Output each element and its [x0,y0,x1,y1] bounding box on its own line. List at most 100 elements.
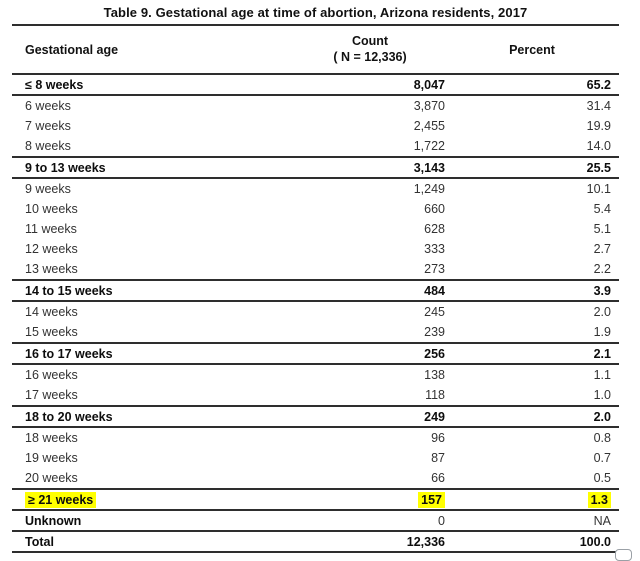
row-percent: 14.0 [586,139,611,153]
row-label: ≥ 21 weeks [12,491,295,508]
row-percent: 2.1 [593,346,611,361]
table-row: 13 weeks 273 2.2 [12,259,619,279]
row-percent: 31.4 [586,99,611,113]
row-label: 7 weeks [25,119,71,133]
row-label: 14 weeks [25,305,78,319]
row-label: 11 weeks [25,222,77,236]
row-label: 8 weeks [25,139,71,153]
row-count: 628 [424,222,445,236]
table-row: 18 to 20 weeks 249 2.0 [12,405,619,428]
row-count: 1,249 [413,182,445,196]
table-row: 6 weeks 3,870 31.4 [12,96,619,116]
table-row: 16 to 17 weeks 256 2.1 [12,342,619,365]
table-row: ≤ 8 weeks 8,047 65.2 [12,73,619,96]
row-label: 18 weeks [25,431,78,445]
table-row: 16 weeks 138 1.1 [12,365,619,385]
row-label: 13 weeks [25,262,78,276]
row-label: 12 weeks [25,242,78,256]
table-row: 8 weeks 1,722 14.0 [12,136,619,156]
column-header-count: Count ( N = 12,336) [295,34,445,65]
table-body: ≤ 8 weeks 8,047 65.2 6 weeks 3,870 31.4 7 week… [12,73,619,553]
row-label: 10 weeks [25,202,78,216]
row-label: 17 weeks [25,388,78,402]
row-count: 1,722 [413,139,445,153]
table-row: 19 weeks 87 0.7 [12,448,619,468]
row-percent: 5.1 [593,222,611,236]
table-row: 14 to 15 weeks 484 3.9 [12,279,619,302]
table-title: Table 9. Gestational age at time of abor… [12,0,619,26]
table-row: 7 weeks 2,455 19.9 [12,116,619,136]
resize-handle-artifact [615,549,632,561]
row-percent: 2.7 [593,242,611,256]
row-label: 6 weeks [25,99,71,113]
row-percent: 1.1 [593,368,611,382]
row-count: 273 [424,262,445,276]
highlighted-text: 157 [418,491,445,508]
row-percent: 2.2 [593,262,611,276]
row-label: 16 weeks [25,368,78,382]
row-count: 484 [424,283,445,298]
row-count: 87 [431,451,445,465]
column-header-gestational-age: Gestational age [25,42,119,57]
row-percent: 65.2 [586,77,611,92]
table-9: Table 9. Gestational age at time of abor… [12,0,619,553]
table-row: ≥ 21 weeks 157 1.3 [12,488,619,511]
row-percent: 1.0 [593,388,611,402]
column-header-count-line2: ( N = 12,336) [333,49,407,64]
row-label: 19 weeks [25,451,78,465]
column-header-count-line1: Count [351,33,389,48]
table-header-row: Gestational age Count ( N = 12,336) Perc… [12,26,619,73]
row-percent: 10.1 [586,182,611,196]
row-percent: 2.0 [593,305,611,319]
row-count: 138 [424,368,445,382]
row-count: 96 [431,431,445,445]
row-label: ≤ 8 weeks [25,77,84,92]
row-count: 239 [424,325,445,339]
row-label: Total [25,534,54,549]
row-count: 157 [295,491,445,508]
row-percent: 1.9 [593,325,611,339]
table-row: 14 weeks 245 2.0 [12,302,619,322]
row-count: 249 [424,409,445,424]
row-label: 18 to 20 weeks [25,409,113,424]
row-percent: 25.5 [586,160,611,175]
row-count: 3,870 [413,99,445,113]
highlighted-text: ≥ 21 weeks [25,491,97,508]
row-count: 333 [424,242,445,256]
table-row: 15 weeks 239 1.9 [12,322,619,342]
row-count: 8,047 [413,77,445,92]
row-label: 20 weeks [25,471,78,485]
row-percent: 0.7 [593,451,611,465]
row-percent: 100.0 [579,534,611,549]
highlighted-text: 1.3 [587,491,611,508]
table-row: 10 weeks 660 5.4 [12,199,619,219]
table-row: 18 weeks 96 0.8 [12,428,619,448]
row-percent: NA [593,513,611,528]
row-label: 9 weeks [25,182,71,196]
table-row: Unknown 0 NA [12,511,619,532]
row-count: 0 [438,513,445,528]
table-row: 12 weeks 333 2.7 [12,239,619,259]
row-label: Unknown [25,513,82,528]
row-count: 2,455 [413,119,445,133]
row-percent: 19.9 [586,119,611,133]
row-percent: 0.8 [593,431,611,445]
row-count: 245 [424,305,445,319]
row-count: 66 [431,471,445,485]
table-row: 11 weeks 628 5.1 [12,219,619,239]
row-percent: 5.4 [593,202,611,216]
row-count: 3,143 [413,160,445,175]
table-row: 17 weeks 118 1.0 [12,385,619,405]
row-percent: 1.3 [445,491,619,508]
row-percent: 2.0 [593,409,611,424]
column-header-percent: Percent [509,42,555,57]
row-count: 256 [424,346,445,361]
row-label: 14 to 15 weeks [25,283,113,298]
row-percent: 0.5 [593,471,611,485]
row-label: 16 to 17 weeks [25,346,113,361]
row-count: 118 [425,388,445,402]
row-percent: 3.9 [593,283,611,298]
row-count: 660 [424,202,445,216]
table-row: 9 weeks 1,249 10.1 [12,179,619,199]
